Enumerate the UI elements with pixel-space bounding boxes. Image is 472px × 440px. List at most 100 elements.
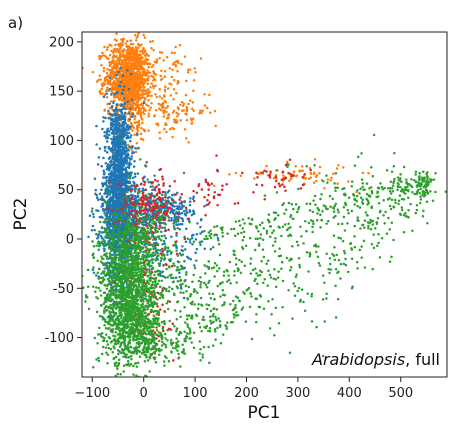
scatter-point	[337, 164, 340, 167]
scatter-point	[163, 209, 167, 212]
scatter-point	[121, 41, 124, 45]
scatter-point	[113, 112, 116, 115]
scatter-point	[173, 120, 176, 124]
scatter-point	[129, 72, 133, 76]
scatter-point	[203, 247, 207, 251]
scatter-point	[129, 239, 132, 243]
scatter-point	[114, 116, 117, 119]
scatter-point	[137, 146, 140, 150]
scatter-point	[96, 209, 100, 212]
scatter-point	[98, 57, 101, 61]
scatter-point	[113, 81, 116, 84]
scatter-point	[126, 143, 130, 147]
scatter-point	[101, 84, 104, 88]
scatter-point	[118, 179, 122, 183]
scatter-point	[103, 45, 106, 49]
scatter-point	[194, 71, 197, 74]
scatter-point	[103, 109, 106, 112]
scatter-point	[108, 172, 111, 176]
scatter-point	[287, 171, 290, 175]
scatter-point	[111, 87, 115, 90]
scatter-point	[112, 61, 116, 65]
scatter-point	[102, 120, 105, 123]
scatter-point	[119, 192, 122, 195]
scatter-point	[136, 84, 139, 88]
scatter-point	[162, 264, 165, 267]
scatter-point	[152, 75, 155, 79]
scatter-point	[188, 209, 192, 212]
scatter-point	[126, 134, 129, 138]
scatter-point	[182, 109, 185, 112]
scatter-point	[162, 184, 165, 187]
scatter-point	[212, 184, 216, 188]
scatter-point	[108, 175, 111, 179]
scatter-point	[109, 160, 113, 164]
scatter-point	[256, 175, 259, 179]
scatter-point	[154, 84, 157, 88]
scatter-point	[192, 109, 195, 113]
scatter-point	[176, 60, 179, 63]
scatter-point	[106, 86, 109, 89]
scatter-point	[304, 176, 308, 180]
scatter-point	[142, 85, 146, 89]
scatter-point	[265, 164, 268, 168]
scatter-point	[91, 70, 95, 74]
scatter-point	[111, 206, 114, 209]
scatter-point	[121, 92, 124, 95]
scatter-point	[315, 174, 319, 177]
scatter-point	[138, 64, 141, 68]
scatter-point	[93, 336, 97, 340]
scatter-point	[147, 99, 150, 102]
scatter-point	[112, 49, 116, 53]
scatter-point	[110, 49, 113, 53]
scatter-point	[125, 58, 129, 61]
scatter-point	[146, 88, 150, 91]
scatter-point	[148, 241, 151, 244]
scatter-point	[156, 180, 159, 183]
scatter-point	[106, 46, 109, 49]
scatter-point	[120, 62, 124, 66]
scatter-point	[175, 234, 178, 237]
scatter-point	[97, 359, 101, 363]
scatter-point	[133, 172, 137, 175]
scatter-point	[107, 74, 110, 77]
scatter-point	[123, 97, 126, 100]
scatter-point	[158, 168, 161, 172]
scatter-point	[158, 50, 162, 54]
scatter-point	[187, 141, 190, 144]
scatter-point	[112, 101, 115, 104]
scatter-point	[138, 71, 142, 74]
scatter-point	[119, 66, 122, 70]
scatter-point	[284, 189, 287, 193]
scatter-point	[112, 131, 115, 135]
scatter-point	[203, 92, 206, 96]
scatter-point	[114, 163, 118, 166]
scatter-point	[119, 161, 123, 165]
scatter-point	[128, 161, 131, 164]
scatter-point	[143, 183, 146, 186]
scatter-point	[105, 78, 108, 81]
scatter-point	[128, 181, 132, 185]
scatter-point	[125, 45, 129, 49]
scatter-point	[191, 242, 194, 246]
scatter-point	[207, 193, 210, 197]
scatter-point	[104, 191, 107, 195]
scatter-point	[138, 109, 142, 113]
scatter-point	[108, 239, 111, 242]
scatter-point	[112, 189, 115, 192]
scatter-point	[112, 167, 116, 170]
scatter-point	[126, 179, 129, 183]
scatter-point	[139, 115, 143, 119]
scatter-point	[194, 238, 198, 241]
scatter-point	[163, 69, 167, 73]
scatter-point	[110, 203, 114, 207]
scatter-point	[135, 121, 138, 124]
scatter-point	[228, 173, 231, 176]
scatter-point	[145, 198, 149, 202]
scatter-point	[312, 172, 316, 176]
scatter-point	[135, 80, 138, 83]
scatter-point	[197, 184, 200, 188]
scatter-point	[108, 68, 111, 72]
scatter-point	[122, 180, 125, 183]
scatter-point	[163, 242, 166, 246]
